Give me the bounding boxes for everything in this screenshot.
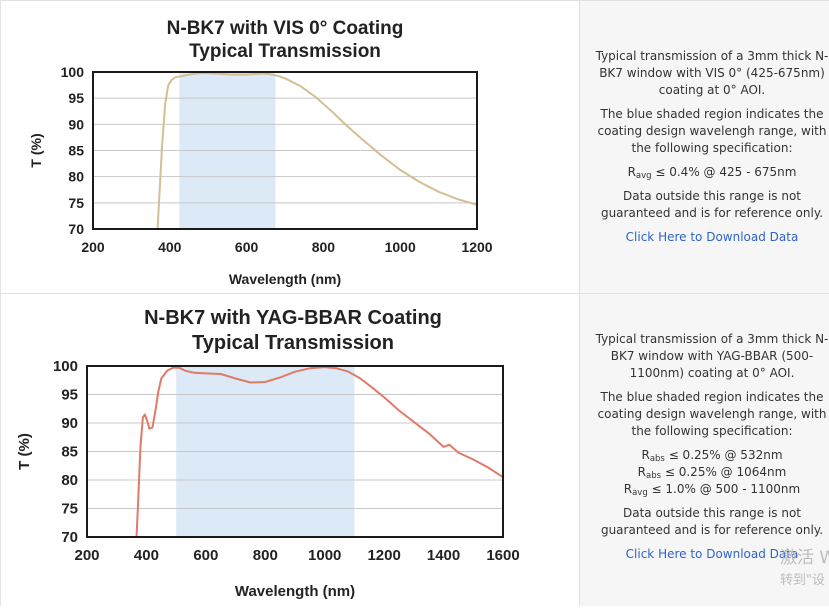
plot-frame [86, 365, 504, 538]
y-tick-label: 80 [61, 472, 78, 489]
band-explanation-text: The blue shaded region indicates the coa… [597, 107, 827, 155]
chart-title: N-BK7 with VIS 0° Coating [167, 18, 404, 39]
chart-cell-vis: 70 75 80 85 90 95 100 200 400 600 800 1000 1200 N-BK7… [0, 1, 579, 294]
x-tick-label: 1000 [308, 547, 341, 564]
y-tick-label: 100 [53, 358, 78, 375]
plot-frame [92, 71, 478, 230]
y-tick-label: 95 [68, 90, 84, 106]
x-tick-label: 1000 [385, 239, 416, 255]
chart-subtitle: Typical Transmission [189, 41, 381, 62]
chart-row-vis: 70 75 80 85 90 95 100 200 400 600 800 1000 1200 N-BK7… [0, 0, 829, 294]
transmission-series-line [135, 366, 503, 537]
x-tick-label: 800 [253, 547, 278, 564]
y-tick-label: 75 [68, 195, 84, 211]
y-axis-label: T (%) [16, 433, 33, 470]
chart-title: N-BK7 with YAG-BBAR Coating [144, 307, 442, 329]
y-tick-label: 95 [61, 387, 78, 404]
activation-watermark-subtext: 转到"设 [780, 573, 825, 588]
y-tick-label: 85 [61, 444, 78, 461]
y-tick-label: 90 [68, 116, 84, 132]
x-tick-label: 1200 [461, 239, 492, 255]
info-panel-vis: Typical transmission of a 3mm thick N-BK… [579, 1, 829, 294]
x-tick-label: 800 [312, 239, 336, 255]
band-explanation-text: The blue shaded region indicates the coa… [597, 390, 827, 438]
download-data-link-container: Click Here to Download Data [594, 229, 829, 246]
y-tick-label: 80 [68, 169, 84, 185]
spec-line: Rabs ≤ 0.25% @ 1064nm [637, 465, 787, 481]
chart-row-yag: 70 75 80 85 90 95 100 200 400 600 800 1000 1200 1400 1… [0, 294, 829, 606]
y-tick-label: 100 [61, 64, 85, 80]
x-tick-label: 600 [193, 547, 218, 564]
download-data-link[interactable]: Click Here to Download Data [625, 230, 799, 244]
info-panel-yag: Typical transmission of a 3mm thick N-BK… [579, 294, 829, 606]
disclaimer-text: Data outside this range is not guarantee… [600, 506, 824, 537]
download-data-link[interactable]: Click Here to Download Data [625, 547, 799, 561]
x-tick-label: 1200 [367, 547, 400, 564]
chart-vis-coating: 70 75 80 85 90 95 100 200 400 600 800 1000 1200 N-BK7… [28, 18, 493, 287]
spec-line: Rabs ≤ 0.25% @ 532nm [641, 448, 783, 464]
x-axis-label: Wavelength (nm) [229, 271, 341, 287]
chart-yag-bbar-coating: 70 75 80 85 90 95 100 200 400 600 800 1000 1200 1400 1… [16, 307, 520, 600]
y-tick-label: 85 [68, 143, 84, 159]
description-text: Typical transmission of a 3mm thick N-BK… [595, 49, 829, 97]
chart-subtitle: Typical Transmission [192, 332, 394, 354]
activation-watermark: 激活 W [780, 548, 829, 568]
spec-line: Ravg ≤ 0.4% @ 425 - 675nm [627, 165, 797, 181]
y-tick-label: 75 [61, 501, 78, 518]
x-tick-label: 400 [134, 547, 159, 564]
x-tick-label: 200 [74, 547, 99, 564]
y-tick-label: 70 [61, 529, 78, 546]
y-axis-label: T (%) [28, 133, 44, 167]
x-tick-label: 1400 [427, 547, 460, 564]
x-tick-label: 400 [158, 239, 182, 255]
download-data-link-container: Click Here to Download Data [594, 546, 829, 563]
x-tick-label: 200 [81, 239, 105, 255]
transmission-series-line [156, 72, 477, 229]
x-tick-label: 1600 [486, 547, 519, 564]
disclaimer-text: Data outside this range is not guarantee… [600, 189, 824, 220]
chart-cell-yag: 70 75 80 85 90 95 100 200 400 600 800 1000 1200 1400 1… [0, 294, 579, 606]
description-text: Typical transmission of a 3mm thick N-BK… [595, 332, 829, 380]
x-axis-label: Wavelength (nm) [235, 583, 355, 600]
y-tick-label: 70 [68, 221, 84, 237]
x-tick-label: 600 [235, 239, 259, 255]
y-tick-label: 90 [61, 415, 78, 432]
spec-line: Ravg ≤ 1.0% @ 500 - 1100nm [623, 482, 801, 498]
